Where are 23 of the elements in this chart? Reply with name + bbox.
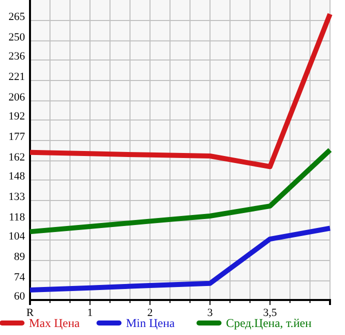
y-tick-label: 206 — [8, 91, 26, 104]
x-tick-label: 3 — [207, 306, 214, 319]
x-tick-label: 3,5 — [263, 306, 278, 319]
y-tick-label: 60 — [14, 290, 26, 302]
x-tick-label: 1 — [87, 306, 93, 319]
y-tick-label: 104 — [8, 230, 26, 242]
y-tick-label: 162 — [8, 151, 25, 164]
y-tick-label: 250 — [8, 31, 26, 44]
legend-label: Max Цена — [29, 316, 80, 330]
y-tick-label: 133 — [8, 190, 26, 203]
y-tick-label: 236 — [8, 50, 26, 62]
y-tick-label: 89 — [14, 250, 26, 263]
legend-label: Сред.Цена, т.йен — [226, 316, 312, 330]
x-tick-label: R — [26, 306, 34, 319]
y-tick-label: 221 — [8, 70, 25, 83]
legend-label: Min Цена — [126, 316, 176, 330]
y-tick-label: 118 — [8, 211, 26, 224]
y-tick-label: 74 — [14, 271, 26, 284]
y-tick-label: 192 — [8, 110, 25, 122]
y-tick-label: 265 — [8, 10, 26, 23]
y-tick-label: 177 — [8, 130, 26, 143]
x-tick-label: 2 — [147, 306, 153, 319]
y-tick-label: 148 — [8, 170, 26, 182]
